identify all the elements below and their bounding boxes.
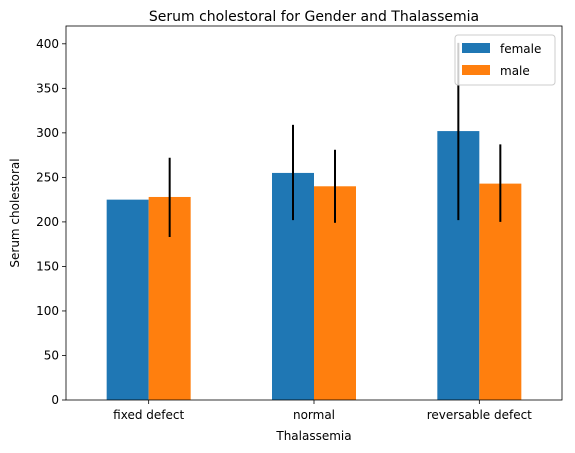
y-tick-label-7: 350 <box>36 81 59 95</box>
legend-swatch-male <box>462 65 490 75</box>
x-tick-label-0: fixed defect <box>113 408 184 422</box>
y-tick-label-4: 200 <box>36 215 59 229</box>
legend-label-male: male <box>500 64 530 78</box>
bar-female-0 <box>106 199 149 400</box>
legend-label-female: female <box>500 42 541 56</box>
x-tick-label-2: reversable defect <box>427 408 532 422</box>
x-axis-ticks: fixed defect normal reversable defect <box>113 400 532 422</box>
y-axis-ticks: 0 50 100 150 200 250 300 350 400 <box>36 37 66 407</box>
y-tick-label-6: 300 <box>36 126 59 140</box>
y-tick-label-1: 50 <box>44 348 59 362</box>
x-axis-label: Thalassemia <box>275 429 351 443</box>
y-tick-label-8: 400 <box>36 37 59 51</box>
chart-title: Serum cholestoral for Gender and Thalass… <box>149 9 479 25</box>
y-tick-label-5: 250 <box>36 170 59 184</box>
y-tick-label-3: 150 <box>36 259 59 273</box>
y-tick-label-2: 100 <box>36 304 59 318</box>
legend: female male <box>454 34 556 86</box>
legend-swatch-female <box>462 43 490 53</box>
x-tick-label-1: normal <box>293 408 335 422</box>
y-axis-label: Serum cholestoral <box>8 158 22 267</box>
y-tick-label-0: 0 <box>51 393 59 407</box>
